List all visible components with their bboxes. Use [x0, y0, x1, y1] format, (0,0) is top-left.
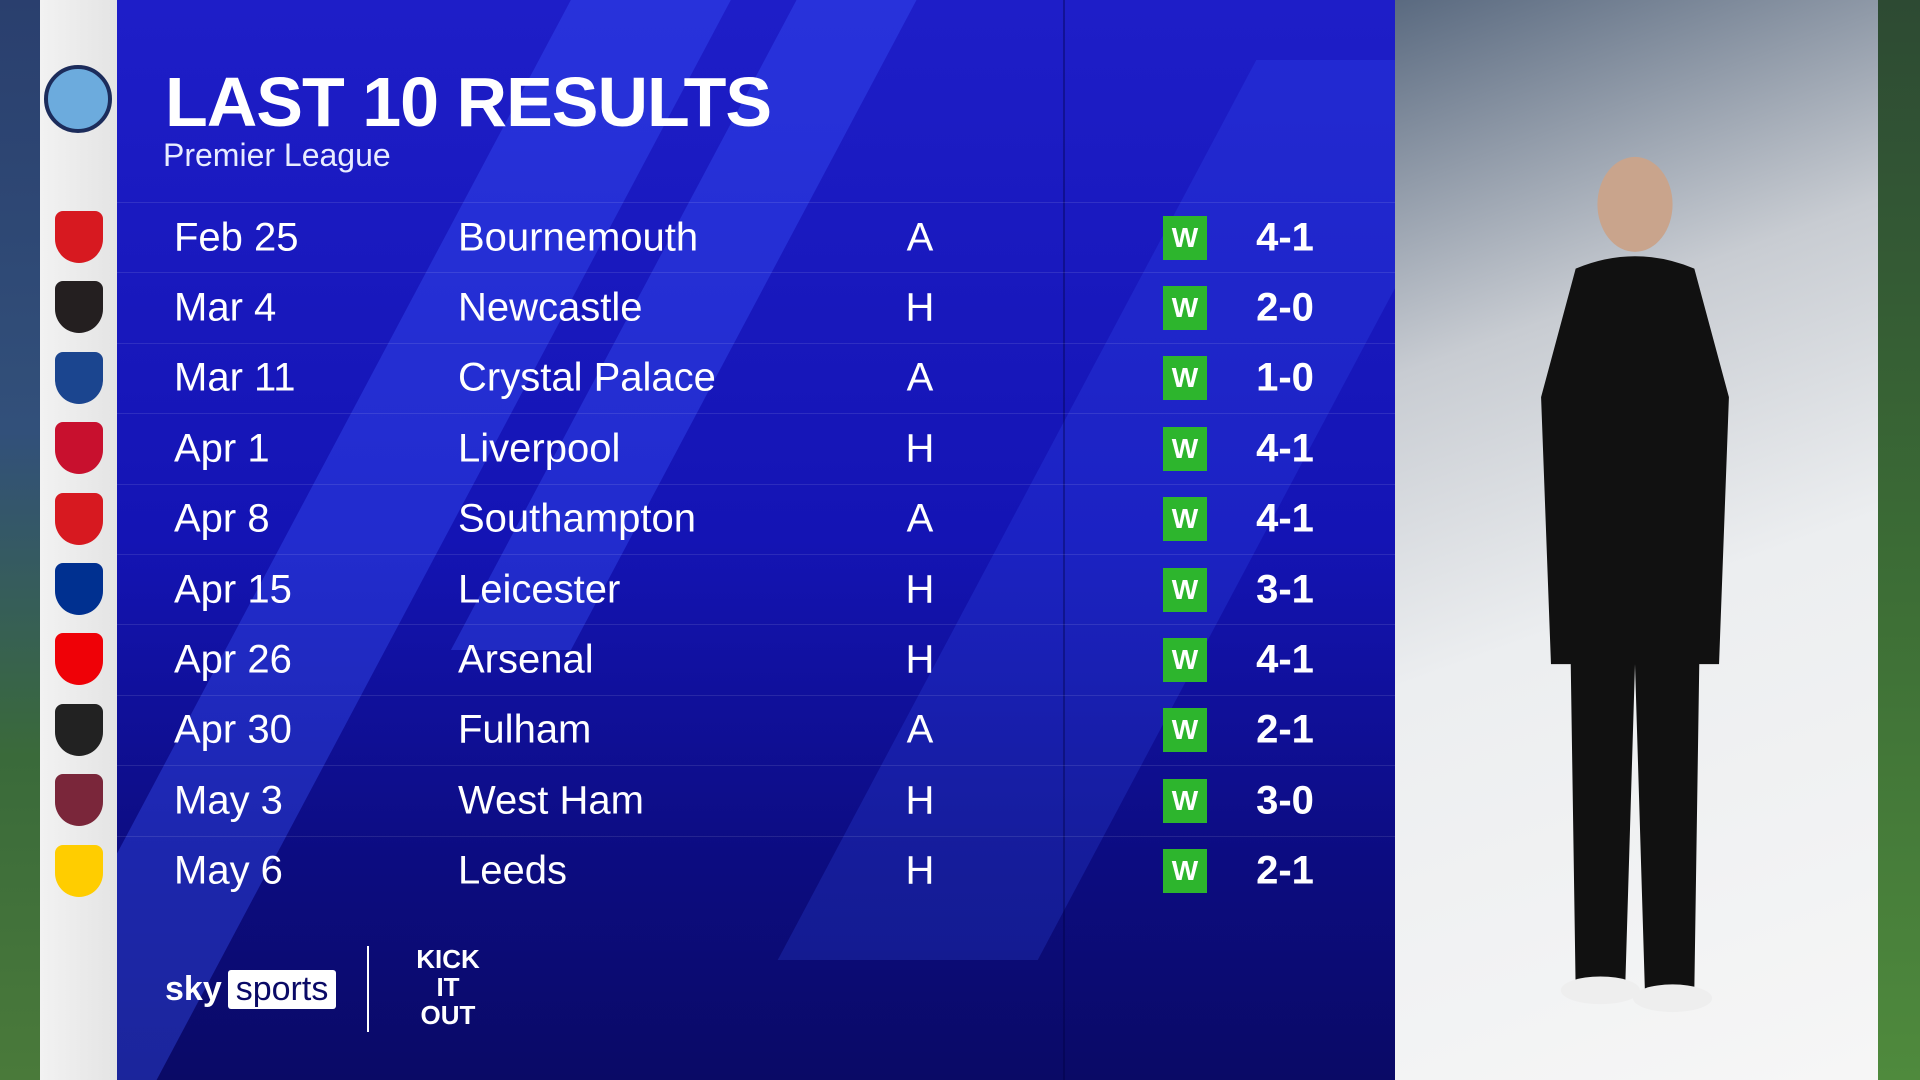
match-date: Apr 8: [174, 496, 270, 541]
opponent-crest-icon: [55, 774, 103, 827]
match-date: Apr 30: [174, 707, 292, 752]
opponent-crest-icon: [55, 351, 103, 404]
stadium-background-right: [1878, 0, 1920, 1080]
match-date: Apr 1: [174, 426, 270, 471]
page-title: LAST 10 RESULTS: [165, 63, 772, 141]
opponent-name: West Ham: [458, 778, 644, 823]
result-badge: W: [1163, 286, 1207, 331]
result-badge: W: [1163, 778, 1207, 823]
crest-column: [40, 0, 117, 1080]
opponent-crest-icon: [55, 422, 103, 475]
opponent-name: Bournemouth: [458, 215, 699, 260]
match-date: May 3: [174, 778, 283, 823]
result-badge: W: [1163, 215, 1207, 260]
score: 2-0: [1256, 285, 1314, 330]
result-badge: W: [1163, 708, 1207, 753]
opponent-name: Liverpool: [458, 426, 621, 471]
score: 3-0: [1256, 778, 1314, 823]
result-row: Apr 15 Leicester H W 3-1: [117, 553, 1395, 624]
result-row: Feb 25 Bournemouth A W 4-1: [117, 202, 1395, 272]
result-row: May 6 Leeds H W 2-1: [117, 835, 1395, 906]
opponent-crest-icon: [55, 633, 103, 686]
venue: A: [906, 355, 934, 400]
venue: H: [905, 778, 935, 823]
footer-logos: sky sports KICK IT OUT: [165, 940, 565, 1040]
result-row: May 3 West Ham H W 3-0: [117, 765, 1395, 835]
column-divider: [1063, 0, 1065, 1080]
score: 4-1: [1256, 637, 1314, 682]
opponent-crest-icon: [55, 844, 103, 897]
venue: A: [906, 496, 934, 541]
venue: H: [905, 637, 935, 682]
kick-it-out-logo: KICK IT OUT: [405, 944, 491, 1030]
match-date: Apr 15: [174, 567, 292, 612]
venue: H: [905, 567, 935, 612]
opponent-name: Arsenal: [458, 637, 594, 682]
score: 2-1: [1256, 848, 1314, 893]
venue: H: [905, 285, 935, 330]
result-row: Apr 1 Liverpool H W 4-1: [117, 413, 1395, 483]
venue: A: [906, 215, 934, 260]
result-badge: W: [1163, 849, 1207, 894]
result-row: Apr 26 Arsenal H W 4-1: [117, 624, 1395, 694]
result-row: Apr 8 Southampton A W 4-1: [117, 483, 1395, 554]
stadium-background-left: [0, 0, 40, 1080]
sky-sports-logo: sky sports: [165, 970, 337, 1009]
opponent-name: Leicester: [458, 567, 621, 612]
result-row: Mar 11 Crystal Palace A W 1-0: [117, 342, 1395, 413]
opponent-name: Southampton: [458, 496, 696, 541]
results-table: Feb 25 Bournemouth A W 4-1 Mar 4 Newcastle H W 2-…: [117, 202, 1395, 906]
opponent-crest-icon: [55, 703, 103, 756]
match-date: Mar 11: [174, 355, 296, 400]
result-badge: W: [1163, 426, 1207, 471]
match-date: Mar 4: [174, 285, 277, 330]
footer-divider: [367, 946, 369, 1032]
result-badge: W: [1163, 497, 1207, 542]
opponent-crest-icon: [55, 492, 103, 545]
result-row: Apr 30 Fulham A W 2-1: [117, 694, 1395, 765]
venue: A: [906, 707, 934, 752]
manager-photo: [1395, 0, 1878, 1080]
match-date: Apr 26: [174, 637, 292, 682]
score: 2-1: [1256, 707, 1314, 752]
opponent-name: Crystal Palace: [458, 355, 716, 400]
competition-subtitle: Premier League: [163, 137, 391, 173]
match-date: Feb 25: [174, 215, 299, 260]
result-row: Mar 4 Newcastle H W 2-0: [117, 272, 1395, 342]
result-badge: W: [1163, 356, 1207, 401]
kick-it-out-line: IT: [436, 972, 460, 1002]
venue: H: [905, 426, 935, 471]
sports-wordmark: sports: [227, 970, 337, 1009]
opponent-name: Newcastle: [458, 285, 643, 330]
score: 4-1: [1256, 215, 1314, 260]
sky-wordmark: sky: [165, 970, 222, 1008]
opponent-crest-icon: [55, 211, 103, 263]
opponent-crest-icon: [55, 281, 103, 334]
result-badge: W: [1163, 567, 1207, 612]
man-city-crest-icon: [44, 65, 112, 133]
opponent-name: Fulham: [458, 707, 592, 752]
opponent-name: Leeds: [458, 848, 567, 893]
kick-it-out-line: OUT: [420, 1000, 476, 1030]
score: 1-0: [1256, 355, 1314, 400]
score: 4-1: [1256, 496, 1314, 541]
opponent-crest-icon: [55, 563, 103, 615]
score: 3-1: [1256, 567, 1314, 612]
results-panel: LAST 10 RESULTS Premier League Feb 25 Bou…: [117, 0, 1395, 1080]
match-date: May 6: [174, 848, 283, 893]
manager-figure-icon: [1541, 156, 1729, 1013]
score: 4-1: [1256, 426, 1314, 471]
venue: H: [905, 848, 935, 893]
result-badge: W: [1163, 638, 1207, 683]
kick-it-out-line: KICK: [416, 944, 480, 974]
